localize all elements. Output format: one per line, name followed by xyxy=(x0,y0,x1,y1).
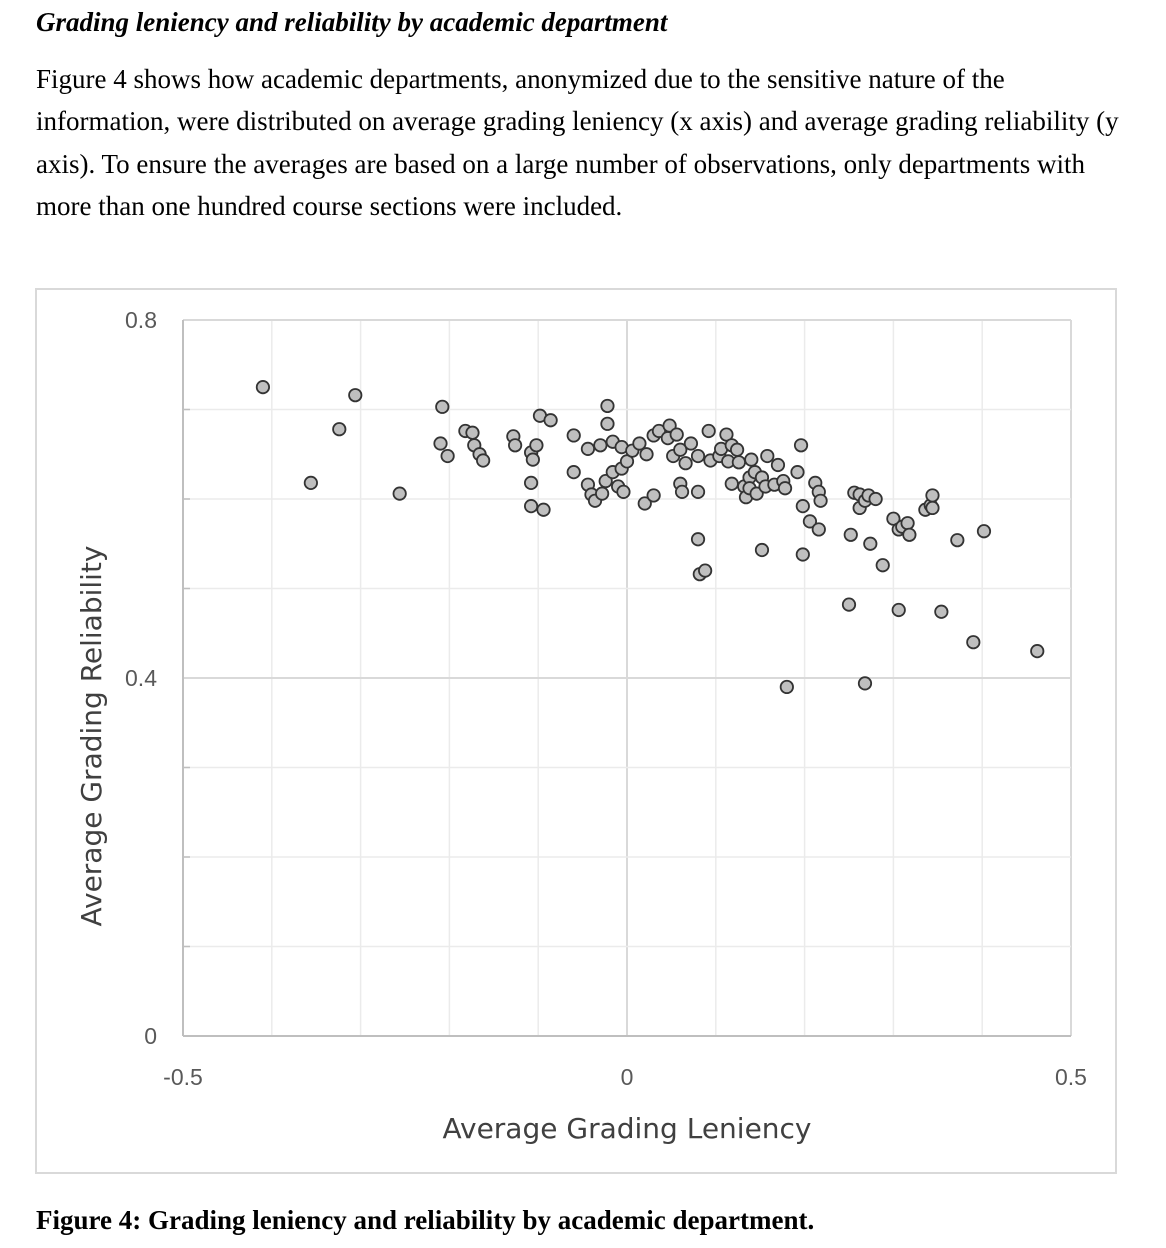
scatter-point xyxy=(593,438,608,453)
scatter-point xyxy=(976,524,992,539)
scatter-point xyxy=(925,500,940,516)
x-tick-label: -0.5 xyxy=(163,1064,203,1090)
y-tick-labels: 0 0.4 0.8 xyxy=(125,307,157,1049)
scatter-point xyxy=(465,425,480,440)
scatter-point xyxy=(966,635,981,650)
y-axis-title: Average Grading Reliability xyxy=(75,545,108,926)
scatter-point xyxy=(730,442,745,457)
scatter-point xyxy=(754,542,770,558)
scatter-point xyxy=(255,380,271,395)
scatter-point xyxy=(683,436,699,451)
scatter-point xyxy=(332,422,347,437)
section-heading: Grading leniency and reliability by acad… xyxy=(36,7,668,37)
scatter-point xyxy=(674,484,690,499)
scatter-point xyxy=(348,388,363,403)
scatter-point xyxy=(433,436,448,451)
scatter-point xyxy=(690,532,706,547)
scatter-point xyxy=(637,496,652,511)
gridlines xyxy=(182,319,1072,1037)
scatter-point xyxy=(690,484,706,499)
scatter-point xyxy=(795,499,810,514)
scatter-point xyxy=(523,499,539,514)
scatter-point xyxy=(811,522,826,537)
scatter-point xyxy=(435,399,450,414)
scatter-point xyxy=(698,563,713,578)
scatter-point xyxy=(600,416,615,431)
scatter-point xyxy=(843,527,858,542)
scatter-point xyxy=(902,527,917,542)
scatter-point xyxy=(925,488,940,503)
scatter-point xyxy=(600,398,615,414)
axes xyxy=(182,320,1071,1037)
scatter-point xyxy=(790,465,805,480)
scatter-point xyxy=(639,447,654,462)
scatter-point xyxy=(868,491,883,507)
scatter-point xyxy=(744,452,759,467)
scatter-point xyxy=(616,484,631,499)
x-axis-title: Average Grading Leniency xyxy=(442,1112,811,1145)
x-tick-labels: -0.5 0 0.5 xyxy=(163,1064,1087,1090)
scatter-point xyxy=(701,423,716,439)
scatter-point xyxy=(595,486,610,501)
data-points xyxy=(255,380,1045,695)
scatter-point xyxy=(440,448,455,464)
scatter-point xyxy=(678,456,693,471)
scatter-point xyxy=(950,533,965,548)
scatter-point xyxy=(303,475,318,490)
chart-frame: -0.5 0 0.5 0 0.4 0.8 Average Grading Lenienc… xyxy=(35,288,1117,1174)
scatter-point xyxy=(863,536,878,551)
scatter-point xyxy=(900,516,915,531)
scatter-point xyxy=(543,413,558,428)
scatter-point xyxy=(529,438,544,453)
scatter-point xyxy=(813,493,828,508)
scatter-point xyxy=(875,558,890,573)
scatter-point xyxy=(476,453,491,468)
scatter-point xyxy=(536,502,551,517)
scatter-point xyxy=(508,438,523,453)
scatter-chart: -0.5 0 0.5 00.40.8 Average Grading Lenienc… xyxy=(75,307,1087,1145)
scatter-point xyxy=(646,488,661,503)
y-tick-label: 0.8 xyxy=(125,307,157,333)
y-tick-label: 0.4 xyxy=(125,665,157,691)
x-tick-label: 0 xyxy=(621,1064,634,1090)
scatter-point xyxy=(580,441,596,456)
scatter-point xyxy=(891,602,906,618)
scatter-point xyxy=(673,442,688,457)
scatter-point xyxy=(1030,644,1045,659)
scatter-point xyxy=(523,475,539,490)
scatter-point xyxy=(795,547,810,562)
scatter-point xyxy=(632,436,647,451)
scatter-point xyxy=(392,486,407,501)
scatter-point xyxy=(566,428,581,443)
scatter-point xyxy=(566,465,581,480)
scatter-point xyxy=(760,448,775,464)
scatter-point xyxy=(690,448,706,464)
scatter-point xyxy=(841,597,857,612)
scatter-point xyxy=(779,679,794,695)
scatter-point xyxy=(724,476,739,491)
y-tick-label: 0 xyxy=(144,1023,157,1049)
scatter-point xyxy=(525,452,540,467)
x-tick-label: 0.5 xyxy=(1055,1064,1087,1090)
scatter-point xyxy=(777,481,793,496)
scatter-point xyxy=(802,514,818,529)
scatter-point xyxy=(770,457,786,473)
body-paragraph: Figure 4 shows how academic departments,… xyxy=(36,64,1119,222)
scatter-point xyxy=(793,438,809,453)
scatter-point xyxy=(731,455,746,470)
scatter-point xyxy=(934,604,949,619)
scatter-point xyxy=(857,676,873,691)
figure-caption: Figure 4: Grading leniency and reliabili… xyxy=(36,1205,815,1235)
scatter-point xyxy=(669,427,684,442)
